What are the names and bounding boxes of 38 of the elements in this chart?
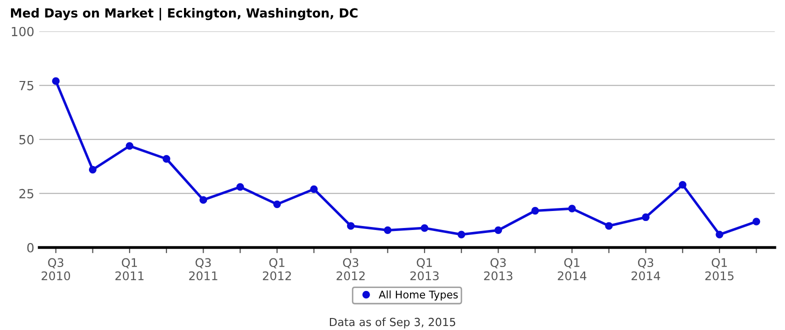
point [678,180,686,189]
y-tick-label: 100 [12,26,34,36]
point [273,200,281,208]
point [384,226,392,234]
text: Data as of Sep 3, 2015 [330,318,456,328]
point [568,204,576,212]
point [458,230,466,238]
point [88,166,97,174]
x-tick-label: Q3 2012 [336,258,365,280]
point [52,77,60,85]
chart-title: Med Days on Market | Eckington, Washington, DC [10,8,358,20]
point [531,206,539,215]
point [162,155,170,163]
x-tick-label: Q1 2015 [705,258,734,280]
point [420,224,428,232]
y-tick-label: 0 [27,242,34,252]
x-tick-label: Q3 2011 [189,258,218,280]
point [346,222,355,230]
y-tick-label: 50 [19,134,34,144]
x-tick-label: Q3 2013 [484,258,512,280]
point [716,230,724,238]
y-tick-label: 75 [20,81,34,90]
x-tick-label: Q3 2014 [632,258,660,280]
point [126,142,134,150]
x-tick-label: Q1 2013 [410,258,439,280]
point [494,226,502,234]
x-tick-label: Q3 2010 [42,258,70,280]
x-tick-label: Q1 2012 [262,258,291,280]
point [236,183,244,191]
y-tick-label: 25 [19,188,34,198]
point [200,196,208,204]
point [752,218,760,226]
x-tick-label: Q1 2011 [115,258,144,280]
x-tick-label: Q1 2014 [558,258,586,280]
point [310,185,318,193]
legend-label: All Home Types [378,290,458,300]
point [605,222,613,230]
point [642,213,650,222]
